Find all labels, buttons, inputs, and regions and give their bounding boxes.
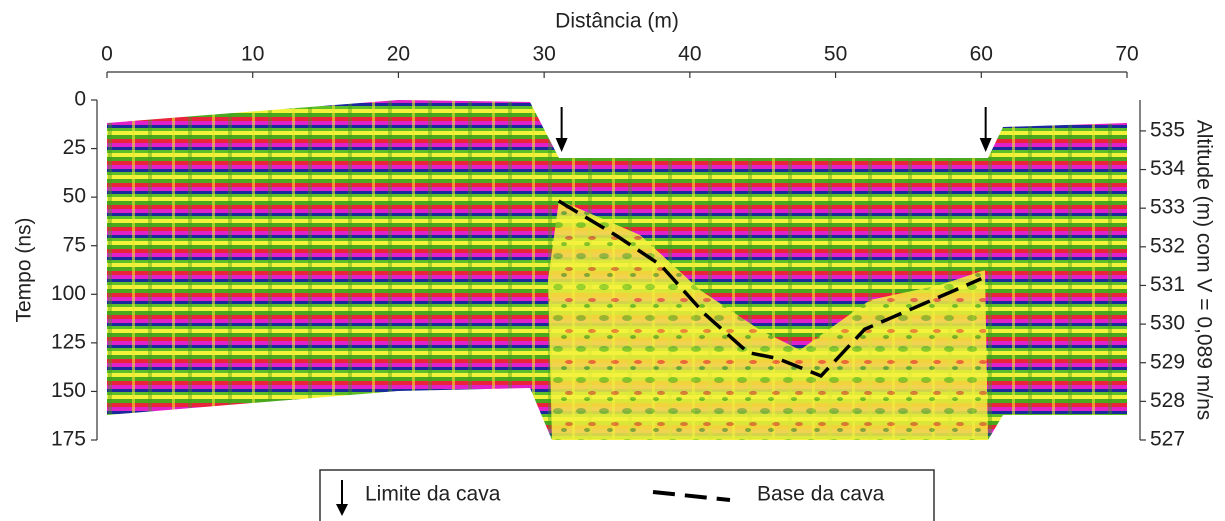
y2-tick-label: 530 — [1150, 312, 1185, 335]
y-tick-label: 175 — [51, 428, 86, 451]
y2-tick-label: 529 — [1150, 350, 1185, 373]
radargram-cava — [548, 200, 988, 440]
y-axis-label: Tempo (ns) — [13, 217, 36, 322]
x-tick-label: 40 — [678, 43, 701, 66]
y-tick-label: 25 — [63, 136, 86, 159]
legend-dash — [652, 490, 731, 502]
x-tick-label: 60 — [970, 43, 993, 66]
x-axis-label: Distância (m) — [555, 10, 679, 33]
y2-tick-label: 531 — [1150, 273, 1185, 296]
y2-tick-label: 527 — [1150, 428, 1185, 451]
x-tick-label: 0 — [101, 43, 113, 66]
y-tick-label: 50 — [63, 185, 86, 208]
legend-label: Limite da cava — [365, 483, 501, 506]
legend-arrow-head — [336, 504, 348, 516]
y-tick-label: 75 — [63, 233, 86, 256]
legend-box — [319, 469, 935, 521]
y2-tick-label: 534 — [1150, 157, 1185, 180]
y2-tick-label: 532 — [1150, 234, 1185, 257]
y-tick-label: 125 — [51, 330, 86, 353]
y-tick-label: 0 — [74, 88, 86, 111]
x-tick-label: 70 — [1115, 43, 1138, 66]
arrow-head — [979, 138, 992, 152]
x-tick-label: 50 — [824, 43, 847, 66]
arrow-head — [555, 138, 568, 152]
x-tick-label: 20 — [387, 43, 410, 66]
y-tick-label: 150 — [51, 379, 86, 402]
x-tick-label: 30 — [532, 43, 555, 66]
legend-label: Base da cava — [757, 483, 885, 506]
y2-tick-label: 535 — [1150, 118, 1185, 141]
y2-axis-label: Altitude (m) com V = 0,089 m/ns — [1192, 120, 1215, 421]
y2-tick-label: 528 — [1150, 389, 1185, 412]
base-line — [557, 199, 982, 378]
limit-arrow — [979, 107, 992, 152]
y-tick-label: 100 — [51, 282, 86, 305]
limit-arrow — [555, 107, 568, 152]
y2-tick-label: 533 — [1150, 196, 1185, 219]
x-tick-label: 10 — [241, 43, 264, 66]
